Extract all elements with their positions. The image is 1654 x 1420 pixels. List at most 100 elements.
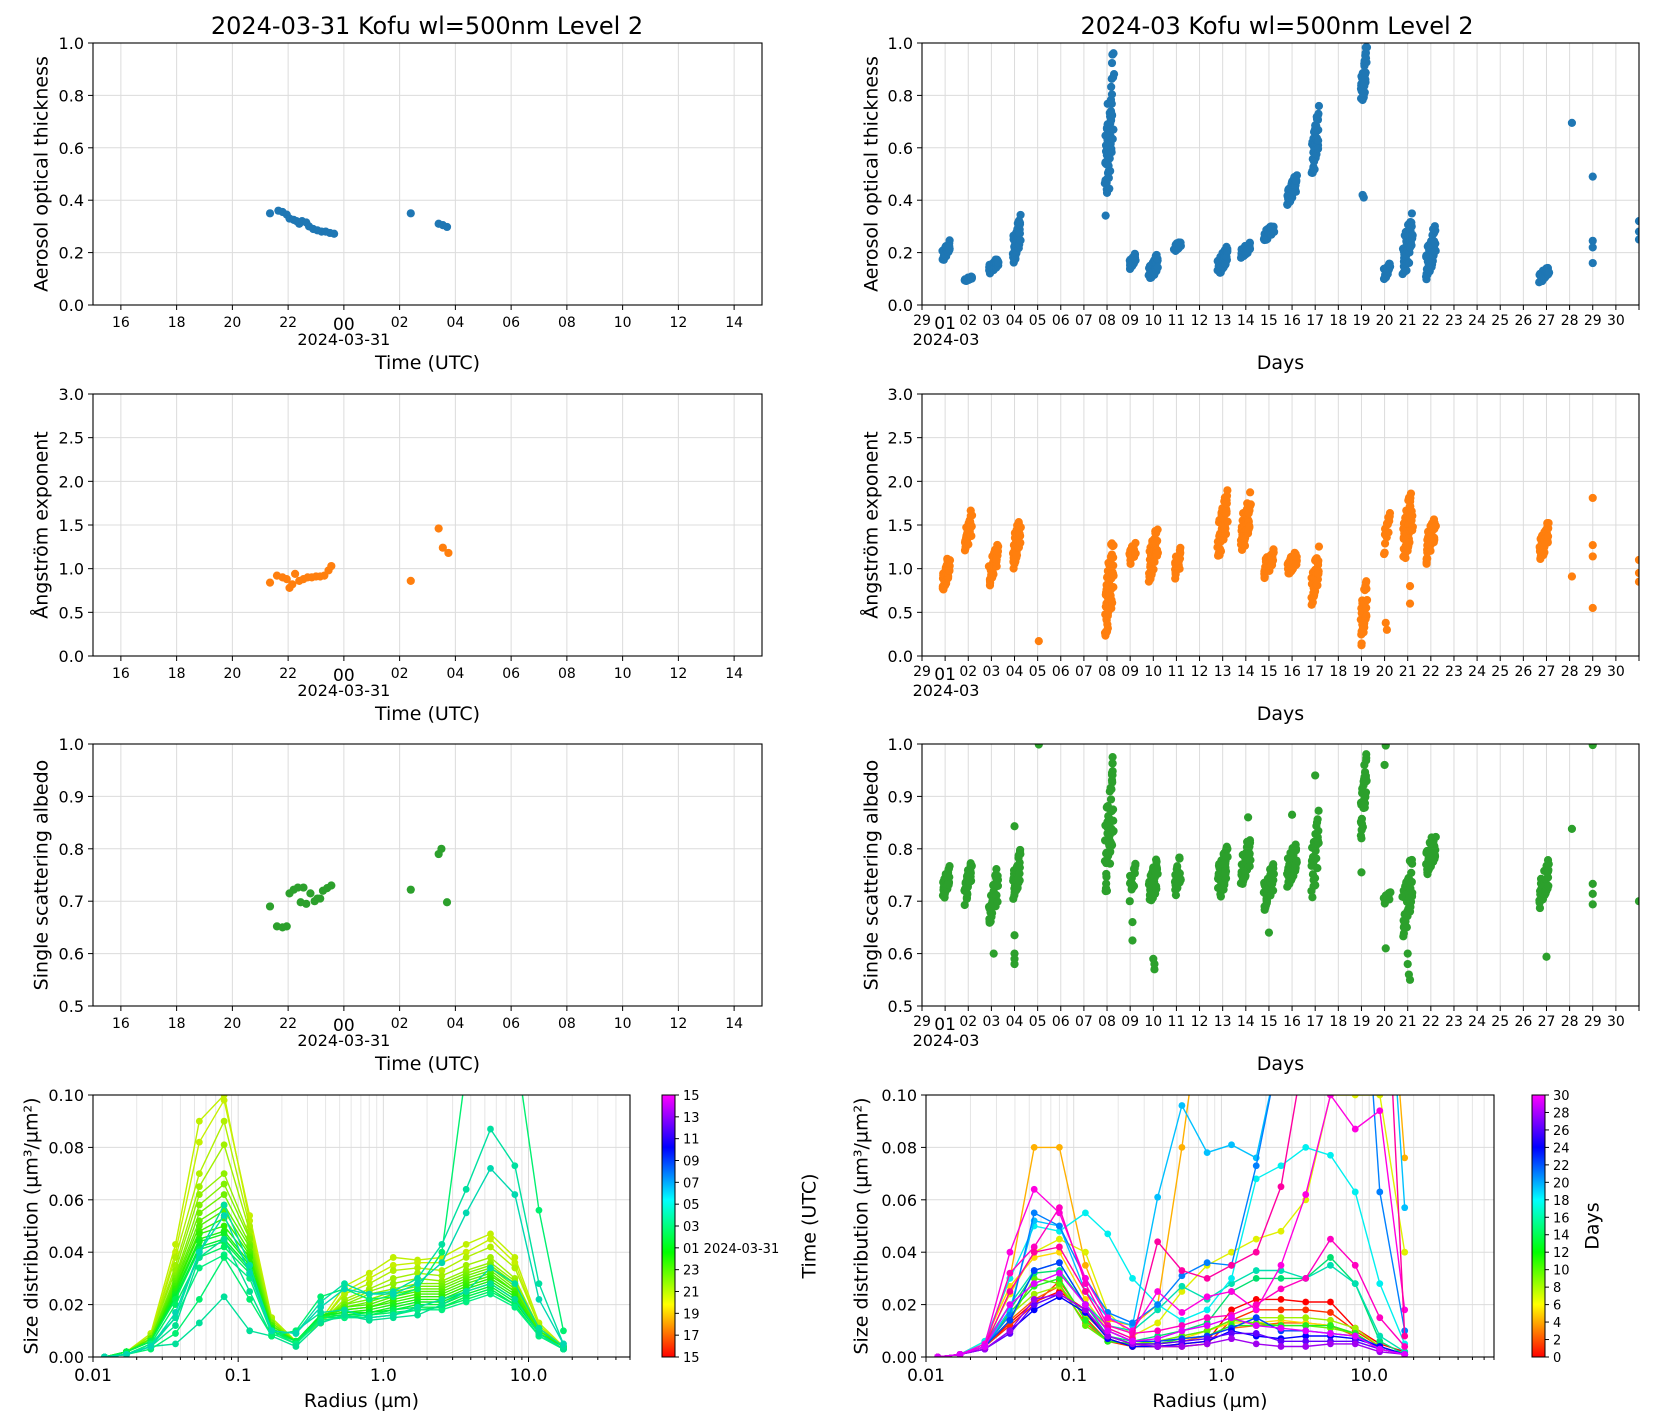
data-point (1376, 1345, 1384, 1353)
data-point (1203, 1327, 1211, 1335)
data-point (306, 889, 315, 898)
data-point (1351, 1188, 1359, 1196)
data-point (1016, 210, 1025, 220)
data-point (268, 1332, 276, 1340)
data-point (1223, 852, 1232, 861)
data-point (389, 1254, 397, 1261)
data-point (1228, 1330, 1235, 1337)
data-point (1015, 229, 1025, 238)
data-point (511, 1162, 519, 1170)
x-tick-label: 30 (1607, 313, 1625, 329)
data-point (1082, 1288, 1089, 1295)
data-point (1269, 548, 1278, 557)
data-point (1150, 557, 1159, 567)
data-point (1178, 1316, 1186, 1324)
data-point (1056, 1222, 1063, 1230)
y-tick-label: 0.04 (881, 1243, 917, 1262)
data-point (1216, 892, 1225, 901)
data-point (406, 885, 415, 894)
data-point (1245, 244, 1255, 254)
data-point (1175, 854, 1184, 863)
data-point (1056, 1290, 1063, 1298)
data-point (341, 1306, 348, 1314)
data-point (944, 864, 954, 873)
y-tick-label: 0.10 (881, 1086, 917, 1105)
data-point (1178, 1272, 1186, 1280)
data-point (406, 576, 415, 585)
y-tick-label: 0.8 (888, 840, 913, 859)
data-point (1357, 868, 1366, 877)
data-point (1252, 1330, 1260, 1337)
data-point (1402, 266, 1411, 275)
data-point (963, 889, 972, 898)
data-point (1153, 263, 1162, 272)
data-point (1381, 944, 1390, 953)
y-tick-label: 0.8 (59, 840, 84, 859)
data-point (1422, 555, 1431, 564)
data-point (1360, 88, 1369, 97)
data-point (1399, 929, 1408, 938)
y-tick-label: 1.0 (888, 34, 913, 53)
data-point (1056, 1269, 1063, 1277)
data-point (1034, 744, 1043, 749)
x-tick-label: 06 (502, 1016, 520, 1032)
data-point (1382, 625, 1391, 634)
data-point (462, 1261, 470, 1269)
data-point (1228, 1306, 1235, 1314)
x-tick-label: 19 (1353, 664, 1371, 680)
data-point (1252, 1340, 1260, 1348)
plot-frame (921, 743, 1640, 1007)
data-point (1634, 577, 1639, 586)
y-tick-label: 0.00 (881, 1348, 917, 1367)
data-point (1376, 1280, 1384, 1288)
data-point (1082, 1261, 1089, 1269)
data-point (1108, 753, 1117, 762)
x-tick-label: 06 (1052, 664, 1070, 680)
data-point (1403, 959, 1412, 969)
data-point (438, 1272, 446, 1280)
data-point (1270, 227, 1279, 236)
data-point (1109, 553, 1118, 562)
y-tick-label: 0.00 (48, 1348, 84, 1367)
data-point (172, 1309, 179, 1316)
data-point (1327, 1235, 1334, 1243)
data-point (414, 1259, 421, 1267)
y-axis-label: Size distribution (µm³/µm²) (21, 1097, 43, 1354)
data-point (1308, 893, 1317, 902)
data-point (1376, 1314, 1384, 1322)
data-point (1150, 965, 1159, 974)
data-point (414, 1280, 421, 1288)
data-point (444, 548, 453, 558)
data-point (1277, 1324, 1285, 1332)
data-point (123, 1350, 130, 1357)
data-point (535, 1330, 543, 1337)
data-point (1030, 1301, 1038, 1308)
data-point (487, 1125, 494, 1133)
data-point (1128, 918, 1137, 927)
x-date-label: 2024-03-31 (297, 681, 390, 700)
data-point (1361, 578, 1371, 587)
data-point (1588, 552, 1597, 561)
data-point (1268, 556, 1278, 565)
data-point (1154, 1306, 1162, 1314)
data-point (1228, 1314, 1235, 1322)
data-point (414, 1285, 421, 1293)
data-point (299, 883, 308, 892)
data-point (195, 1238, 203, 1246)
x-tick-label: 24 (1468, 664, 1486, 680)
y-tick-label: 3.0 (59, 385, 84, 404)
x-tick-label: 16 (1283, 313, 1301, 329)
data-point (1588, 243, 1597, 252)
y-axis-label: Aerosol optical thickness (31, 56, 53, 292)
data-point (195, 1264, 203, 1272)
data-point (1310, 165, 1319, 174)
x-tick-label: 13 (1214, 1014, 1232, 1030)
x-tick-label: 06 (502, 315, 520, 331)
x-tick-label: 00 (333, 1016, 355, 1036)
x-tick-label: 08 (558, 1016, 576, 1032)
data-point (1269, 860, 1278, 869)
x-tick-label: 17 (1306, 313, 1324, 329)
data-point (487, 1235, 494, 1243)
data-point (1108, 569, 1118, 579)
x-tick-label: 22 (1422, 313, 1440, 329)
